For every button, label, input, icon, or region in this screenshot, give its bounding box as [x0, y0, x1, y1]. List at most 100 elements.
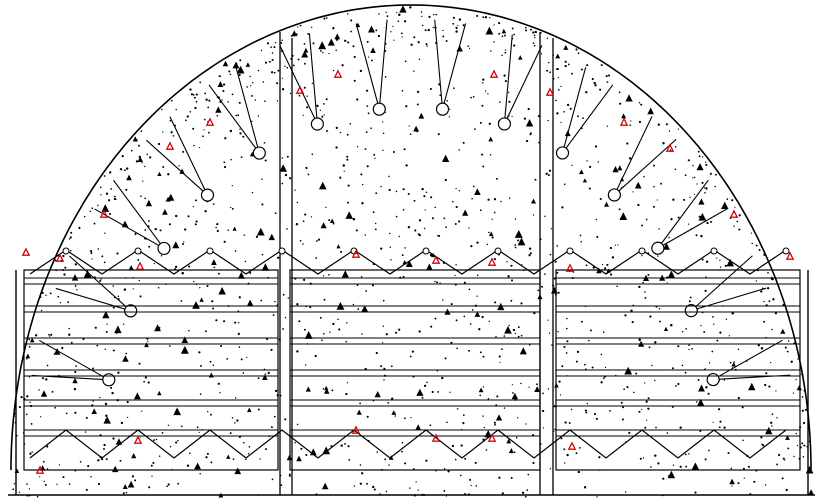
stipple-dot — [436, 281, 439, 284]
stipple-dot — [758, 249, 761, 251]
stipple-dot — [635, 372, 638, 375]
stipple-dot — [645, 400, 648, 403]
stipple-dot — [470, 484, 472, 487]
stipple-dot — [413, 36, 416, 39]
stipple-dot — [160, 254, 163, 257]
stipple-dot — [658, 308, 661, 310]
stipple-dot — [103, 175, 106, 177]
aggregate-triangle — [329, 218, 335, 223]
stipple-dot — [571, 164, 573, 167]
stipple-dot — [391, 397, 394, 400]
stipple-dot — [580, 241, 582, 243]
stipple-dot — [508, 100, 511, 103]
stipple-dot — [151, 475, 153, 477]
stipple-dot — [510, 264, 513, 267]
stipple-dot — [463, 281, 466, 284]
stipple-dot — [681, 364, 684, 367]
stipple-dot — [446, 421, 448, 424]
stipple-dot — [482, 82, 484, 84]
stipple-dot — [244, 260, 247, 263]
stipple-dot — [508, 324, 510, 327]
stipple-dot — [771, 328, 773, 331]
aggregate-triangle — [808, 489, 814, 495]
stipple-dot — [498, 22, 501, 25]
bracing-node-534 — [566, 247, 574, 255]
stipple-dot — [452, 200, 454, 203]
aggregate-triangle — [304, 331, 313, 339]
stipple-dot — [549, 253, 552, 256]
stipple-dot — [289, 177, 292, 180]
stipple-dot — [303, 278, 306, 281]
stipple-dot — [335, 49, 337, 51]
stipple-dot — [105, 330, 108, 333]
stipple-dot — [653, 164, 655, 167]
stipple-dot — [544, 215, 546, 218]
stipple-dot — [260, 49, 263, 52]
red-marker-8 — [565, 263, 575, 272]
stipple-dot — [441, 376, 444, 380]
stipple-dot — [68, 483, 71, 485]
stipple-dot — [28, 346, 31, 348]
stipple-dot — [792, 392, 795, 394]
arch-strut-a-3 — [169, 116, 208, 196]
stipple-dot — [654, 454, 657, 457]
bracing-node-246 — [278, 247, 286, 255]
stipple-dot — [642, 457, 645, 459]
stipple-dot — [703, 330, 706, 333]
stipple-dot — [215, 226, 217, 229]
stipple-dot — [481, 153, 484, 156]
stipple-dot — [231, 417, 234, 419]
stipple-dot — [413, 200, 416, 202]
stipple-dot — [536, 383, 538, 386]
stipple-dot — [263, 141, 266, 144]
stipple-dot — [657, 123, 660, 126]
stipple-dot — [651, 364, 653, 367]
stipple-dot — [305, 167, 308, 170]
stipple-dot — [668, 130, 671, 132]
stipple-dot — [557, 330, 559, 333]
stipple-dot — [356, 146, 359, 148]
stipple-dot — [729, 361, 732, 364]
stipple-dot — [700, 324, 702, 327]
stipple-dot — [63, 273, 66, 276]
stipple-dot — [418, 219, 422, 222]
stipple-dot — [238, 101, 241, 104]
stipple-dot — [392, 150, 395, 154]
stipple-dot — [192, 205, 195, 208]
stipple-dot — [747, 465, 750, 468]
stipple-dot — [443, 217, 446, 220]
stipple-dot — [344, 39, 347, 42]
red-marker-19 — [351, 425, 361, 434]
stipple-dot — [329, 331, 331, 333]
stipple-dot — [533, 312, 536, 315]
stipple-dot — [475, 485, 478, 487]
stipple-dot — [801, 396, 804, 398]
stipple-dot — [401, 90, 404, 92]
stipple-dot — [420, 11, 423, 13]
stipple-dot — [237, 332, 240, 336]
stipple-dot — [564, 462, 566, 464]
stipple-dot — [705, 187, 708, 190]
stipple-dot — [503, 74, 506, 77]
stipple-dot — [170, 99, 173, 102]
stipple-dot — [534, 178, 537, 181]
stipple-dot — [455, 187, 457, 190]
stipple-dot — [401, 441, 404, 444]
stipple-dot — [365, 290, 368, 292]
stipple-dot — [382, 149, 384, 151]
bracing-node-174 — [206, 247, 214, 255]
arch-support-members — [31, 19, 791, 387]
stipple-dot — [596, 235, 599, 239]
stipple-dot — [442, 29, 444, 32]
stipple-dot — [458, 18, 462, 21]
stipple-dot — [209, 360, 212, 363]
stipple-dot — [217, 272, 220, 275]
stipple-dot — [122, 492, 125, 495]
stipple-dot — [50, 333, 53, 336]
stipple-dot — [322, 388, 325, 390]
stipple-dot — [280, 41, 283, 44]
stipple-dot — [605, 75, 608, 78]
stipple-dot — [311, 153, 314, 156]
stipple-dot — [84, 431, 87, 433]
stipple-dot — [398, 235, 400, 238]
